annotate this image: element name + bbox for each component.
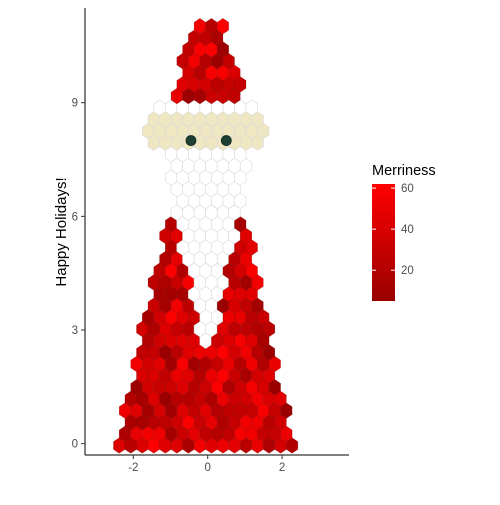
y-tick-label: 6 xyxy=(72,211,78,223)
eyes-layer xyxy=(185,135,232,146)
y-tick-label: 0 xyxy=(72,439,78,451)
legend-colorbar xyxy=(372,184,395,301)
legend-tick-label: 40 xyxy=(401,224,414,236)
x-tick-label: -2 xyxy=(128,462,138,474)
legend: Merriness 20 40 60 xyxy=(372,163,436,301)
hexbin-layer xyxy=(113,18,299,454)
x-tick-label: 0 xyxy=(205,462,211,474)
y-tick-label: 9 xyxy=(72,98,78,110)
eye-point-2 xyxy=(220,135,232,146)
eye-point-1 xyxy=(185,135,197,146)
y-axis-title: Happy Holidays! xyxy=(53,177,70,286)
x-tick-label: 2 xyxy=(279,462,285,474)
axes xyxy=(84,8,349,456)
hexbin-cell-hat xyxy=(216,18,230,35)
legend-title: Merriness xyxy=(372,163,436,179)
legend-ticks: 20 40 60 xyxy=(372,183,414,277)
legend-tick-label: 20 xyxy=(401,265,414,277)
hexbin-cell-hat-brim xyxy=(245,99,258,116)
legend-tick-label: 60 xyxy=(401,183,414,195)
ticks: -2 0 2 0 3 6 9 xyxy=(72,98,286,474)
y-tick-label: 3 xyxy=(72,325,78,337)
